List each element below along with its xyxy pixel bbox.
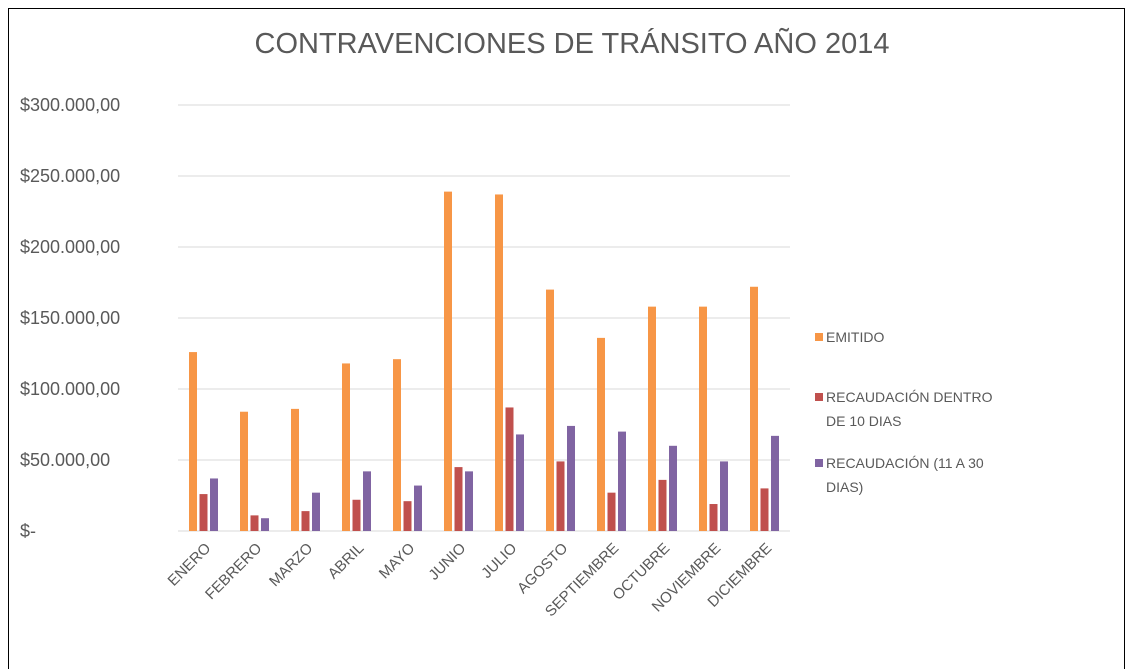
bar xyxy=(648,306,656,531)
bar xyxy=(771,435,779,531)
bar xyxy=(505,407,514,531)
legend-item: EMITIDO xyxy=(815,325,1015,349)
y-tick-label: $50.000,00 xyxy=(20,450,110,470)
legend-item: RECAUDACIÓN DENTRO DE 10 DIAS xyxy=(815,385,1015,433)
bar xyxy=(720,461,728,531)
y-tick-label: $250.000,00 xyxy=(20,166,120,186)
bar xyxy=(454,467,463,531)
bar xyxy=(760,488,769,531)
legend-item: RECAUDACIÓN (11 A 30 DIAS) xyxy=(815,451,1015,499)
bar xyxy=(189,352,197,531)
bar xyxy=(363,471,371,531)
bar xyxy=(403,501,412,531)
bar xyxy=(342,363,350,531)
x-tick-label: MARZO xyxy=(266,540,316,590)
bar xyxy=(352,499,361,531)
bar xyxy=(709,504,718,531)
bar xyxy=(393,359,401,531)
bar xyxy=(261,518,269,531)
legend-swatch xyxy=(815,393,823,401)
bar xyxy=(495,194,503,531)
y-tick-label: $300.000,00 xyxy=(20,95,120,115)
x-tick-label: ABRIL xyxy=(325,540,368,583)
bar xyxy=(240,411,248,531)
y-tick-label: $200.000,00 xyxy=(20,237,120,257)
bar xyxy=(750,286,758,531)
chart-title: CONTRAVENCIONES DE TRÁNSITO AÑO 2014 xyxy=(255,26,890,60)
x-tick-label: JUNIO xyxy=(425,540,469,584)
chart-border xyxy=(8,8,1125,669)
bar xyxy=(556,461,565,531)
legend-label: EMITIDO xyxy=(826,329,885,345)
bar xyxy=(658,479,667,531)
bar xyxy=(444,191,452,531)
bar xyxy=(301,511,310,531)
bar xyxy=(210,478,218,531)
bar xyxy=(607,492,616,531)
legend-label: RECAUDACIÓN DENTRO DE 10 DIAS xyxy=(826,389,993,429)
legend-swatch xyxy=(815,459,823,467)
bar xyxy=(699,306,707,531)
bar xyxy=(312,492,320,531)
bar xyxy=(465,471,473,531)
bar xyxy=(546,289,554,531)
bar xyxy=(597,337,605,531)
bar xyxy=(669,445,677,531)
y-tick-label: $100.000,00 xyxy=(20,379,120,399)
x-tick-label: MAYO xyxy=(376,540,418,582)
y-tick-label: $150.000,00 xyxy=(20,308,120,328)
bar xyxy=(291,408,299,531)
x-tick-label: ENERO xyxy=(165,540,215,590)
bar xyxy=(567,425,575,531)
bar xyxy=(199,494,208,531)
bar xyxy=(618,431,626,531)
bar xyxy=(414,485,422,531)
y-tick-label: $- xyxy=(20,521,36,541)
legend-swatch xyxy=(815,333,823,341)
legend-label: RECAUDACIÓN (11 A 30 DIAS) xyxy=(826,455,984,495)
bar xyxy=(250,515,259,531)
bar xyxy=(516,434,524,531)
x-tick-label: JULIO xyxy=(478,540,520,582)
